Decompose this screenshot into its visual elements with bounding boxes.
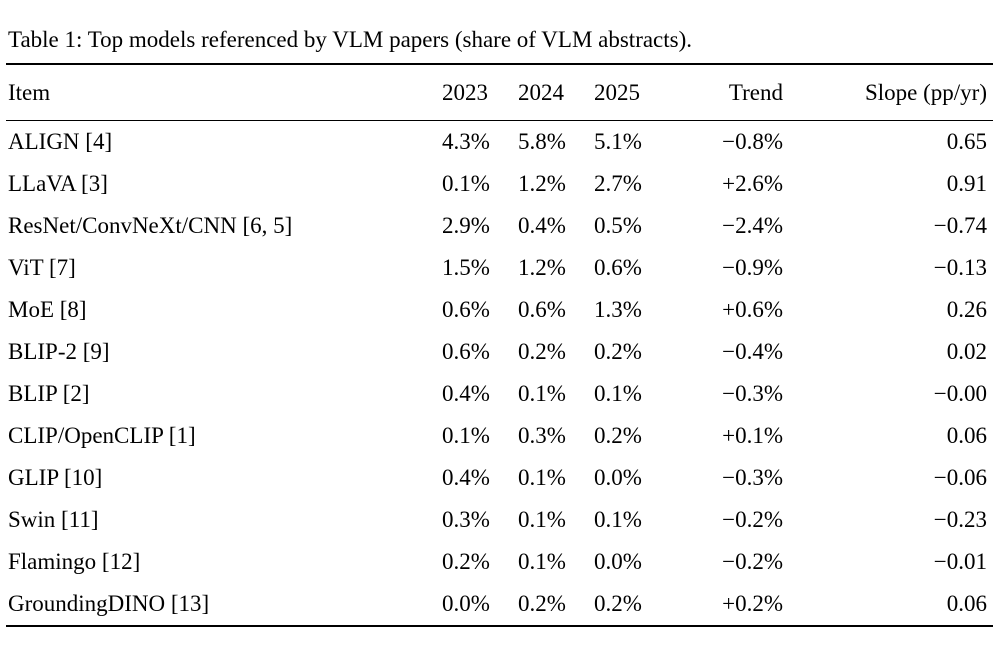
cell-slope: 0.06 [946, 591, 987, 616]
table-row: GLIP [10] 0.4% 0.1% 0.0% −0.3% −0.06 [6, 457, 993, 499]
cell-trend: +0.1% [722, 423, 783, 448]
cell-item: Swin [11] [8, 507, 99, 532]
col-header-item: Item [6, 64, 442, 121]
cell-2025: 0.1% [594, 381, 642, 406]
cell-item: GroundingDINO [13] [8, 591, 210, 616]
cell-slope: 0.02 [946, 339, 987, 364]
header-row: Item 2023 2024 2025 Trend Slope (pp/yr) [6, 64, 993, 121]
cell-2025: 0.5% [594, 213, 642, 238]
table-row: LLaVA [3] 0.1% 1.2% 2.7% +2.6% 0.91 [6, 163, 993, 205]
cell-2025: 0.0% [594, 549, 642, 574]
cell-2025: 0.1% [594, 507, 642, 532]
cell-trend: −0.9% [722, 255, 783, 280]
cell-2023: 0.1% [442, 171, 490, 196]
cell-2023: 4.3% [442, 129, 490, 154]
cell-2024: 1.2% [518, 255, 566, 280]
cell-2023: 0.6% [442, 339, 490, 364]
cell-2023: 0.4% [442, 381, 490, 406]
cell-item: CLIP/OpenCLIP [1] [8, 423, 196, 448]
cell-slope: −0.13 [933, 255, 987, 280]
cell-slope: 0.06 [946, 423, 987, 448]
col-header-trend: Trend [670, 64, 793, 121]
table-row: Flamingo [12] 0.2% 0.1% 0.0% −0.2% −0.01 [6, 541, 993, 583]
cell-2024: 0.1% [518, 465, 566, 490]
cell-trend: −0.3% [722, 381, 783, 406]
cell-slope: −0.23 [933, 507, 987, 532]
cell-item: ViT [7] [8, 255, 76, 280]
cell-item: GLIP [10] [8, 465, 103, 490]
cell-2023: 2.9% [442, 213, 490, 238]
results-table: Item 2023 2024 2025 Trend Slope (pp/yr) … [6, 63, 993, 627]
cell-2024: 0.1% [518, 507, 566, 532]
table-caption: Table 1: Top models referenced by VLM pa… [8, 27, 693, 52]
cell-trend: +0.2% [722, 591, 783, 616]
cell-item: BLIP-2 [9] [8, 339, 110, 364]
table-row: ViT [7] 1.5% 1.2% 0.6% −0.9% −0.13 [6, 247, 993, 289]
cell-2023: 0.1% [442, 423, 490, 448]
cell-2025: 2.7% [594, 171, 642, 196]
cell-slope: 0.65 [946, 129, 987, 154]
cell-item: ALIGN [4] [8, 129, 113, 154]
col-header-2025: 2025 [594, 64, 670, 121]
cell-2024: 0.1% [518, 549, 566, 574]
cell-2025: 0.6% [594, 255, 642, 280]
cell-item: BLIP [2] [8, 381, 90, 406]
cell-2023: 1.5% [442, 255, 490, 280]
cell-slope: −0.74 [933, 213, 987, 238]
cell-trend: −0.8% [722, 129, 783, 154]
table-row: ResNet/ConvNeXt/CNN [6, 5] 2.9% 0.4% 0.5… [6, 205, 993, 247]
cell-2024: 0.1% [518, 381, 566, 406]
cell-2025: 0.0% [594, 465, 642, 490]
cell-2024: 5.8% [518, 129, 566, 154]
cell-2023: 0.4% [442, 465, 490, 490]
cell-2024: 1.2% [518, 171, 566, 196]
cell-item: ResNet/ConvNeXt/CNN [6, 5] [8, 213, 293, 238]
cell-2024: 0.4% [518, 213, 566, 238]
cell-2024: 0.2% [518, 339, 566, 364]
cell-2023: 0.2% [442, 549, 490, 574]
cell-slope: −0.01 [933, 549, 987, 574]
cell-slope: 0.91 [946, 171, 987, 196]
cell-2023: 0.0% [442, 591, 490, 616]
cell-trend: +0.6% [722, 297, 783, 322]
cell-2024: 0.6% [518, 297, 566, 322]
col-header-2023: 2023 [442, 64, 518, 121]
table-row: Swin [11] 0.3% 0.1% 0.1% −0.2% −0.23 [6, 499, 993, 541]
cell-slope: −0.06 [933, 465, 987, 490]
cell-2023: 0.3% [442, 507, 490, 532]
table-row: ALIGN [4] 4.3% 5.8% 5.1% −0.8% 0.65 [6, 121, 993, 164]
table-row: GroundingDINO [13] 0.0% 0.2% 0.2% +0.2% … [6, 583, 993, 626]
cell-slope: 0.26 [946, 297, 987, 322]
cell-2024: 0.3% [518, 423, 566, 448]
cell-trend: −0.2% [722, 507, 783, 532]
cell-2025: 1.3% [594, 297, 642, 322]
table-row: BLIP [2] 0.4% 0.1% 0.1% −0.3% −0.00 [6, 373, 993, 415]
cell-item: MoE [8] [8, 297, 87, 322]
cell-2025: 0.2% [594, 591, 642, 616]
col-header-slope: Slope (pp/yr) [793, 64, 993, 121]
table-row: BLIP-2 [9] 0.6% 0.2% 0.2% −0.4% 0.02 [6, 331, 993, 373]
cell-trend: −0.2% [722, 549, 783, 574]
cell-trend: −0.3% [722, 465, 783, 490]
cell-2025: 0.2% [594, 423, 642, 448]
col-header-2024: 2024 [518, 64, 594, 121]
table-row: MoE [8] 0.6% 0.6% 1.3% +0.6% 0.26 [6, 289, 993, 331]
table-row: CLIP/OpenCLIP [1] 0.1% 0.3% 0.2% +0.1% 0… [6, 415, 993, 457]
cell-2023: 0.6% [442, 297, 490, 322]
cell-trend: +2.6% [722, 171, 783, 196]
cell-trend: −0.4% [722, 339, 783, 364]
cell-trend: −2.4% [722, 213, 783, 238]
cell-item: Flamingo [12] [8, 549, 141, 574]
cell-2025: 5.1% [594, 129, 642, 154]
cell-slope: −0.00 [933, 381, 987, 406]
cell-item: LLaVA [3] [8, 171, 108, 196]
cell-2025: 0.2% [594, 339, 642, 364]
cell-2024: 0.2% [518, 591, 566, 616]
